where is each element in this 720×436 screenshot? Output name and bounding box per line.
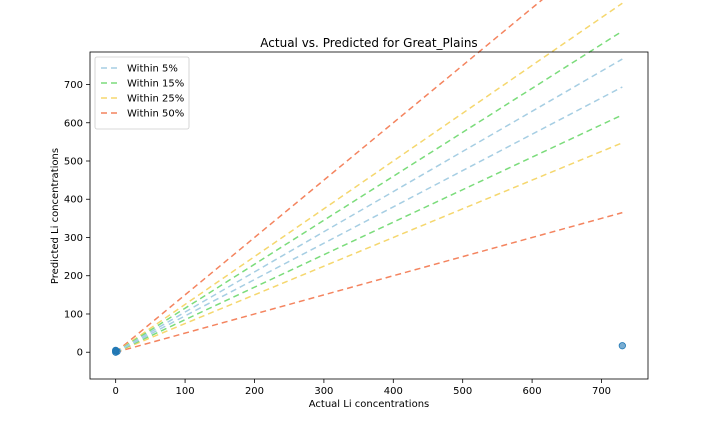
y-tick-label: 100 bbox=[64, 309, 83, 320]
y-tick-label: 500 bbox=[64, 157, 83, 168]
y-tick-label: 300 bbox=[64, 233, 83, 244]
x-axis-label: Actual Li concentrations bbox=[309, 399, 430, 410]
y-tick-label: 200 bbox=[64, 271, 83, 282]
y-axis-label: Predicted Li concentrations bbox=[50, 148, 61, 284]
plot-area-frame bbox=[89, 51, 649, 380]
band-line-within-25-upper bbox=[115, 2, 623, 353]
legend: Within 5% Within 15% Within 25% Within 50% bbox=[94, 56, 190, 130]
band-line-within-50-lower bbox=[115, 211, 623, 353]
data-point bbox=[113, 347, 121, 356]
legend-box bbox=[94, 56, 190, 130]
legend-label: Within 5% bbox=[127, 64, 178, 75]
y-tick-label: 400 bbox=[64, 195, 83, 206]
band-line-within-15-lower bbox=[115, 114, 623, 353]
band-line-within-5-lower bbox=[115, 86, 623, 353]
band-line-within-5-upper bbox=[115, 58, 623, 353]
y-tick-label: 600 bbox=[64, 118, 83, 129]
x-tick-label: 500 bbox=[453, 386, 472, 397]
band-line-within-25-lower bbox=[115, 142, 623, 353]
legend-label: Within 50% bbox=[127, 109, 184, 120]
x-tick-label: 600 bbox=[523, 386, 542, 397]
legend-label: Within 15% bbox=[127, 79, 184, 90]
x-tick-label: 200 bbox=[245, 386, 264, 397]
chart-title: Actual vs. Predicted for Great_Plains bbox=[260, 36, 477, 50]
x-tick-label: 0 bbox=[112, 386, 118, 397]
x-tick-label: 400 bbox=[384, 386, 403, 397]
data-point bbox=[618, 342, 626, 350]
y-tick-label: 700 bbox=[64, 80, 83, 91]
x-tick-label: 700 bbox=[592, 386, 611, 397]
legend-label: Within 25% bbox=[127, 94, 184, 105]
x-tick-label: 100 bbox=[176, 386, 195, 397]
y-tick-label: 0 bbox=[77, 348, 83, 359]
x-tick-label: 300 bbox=[314, 386, 333, 397]
